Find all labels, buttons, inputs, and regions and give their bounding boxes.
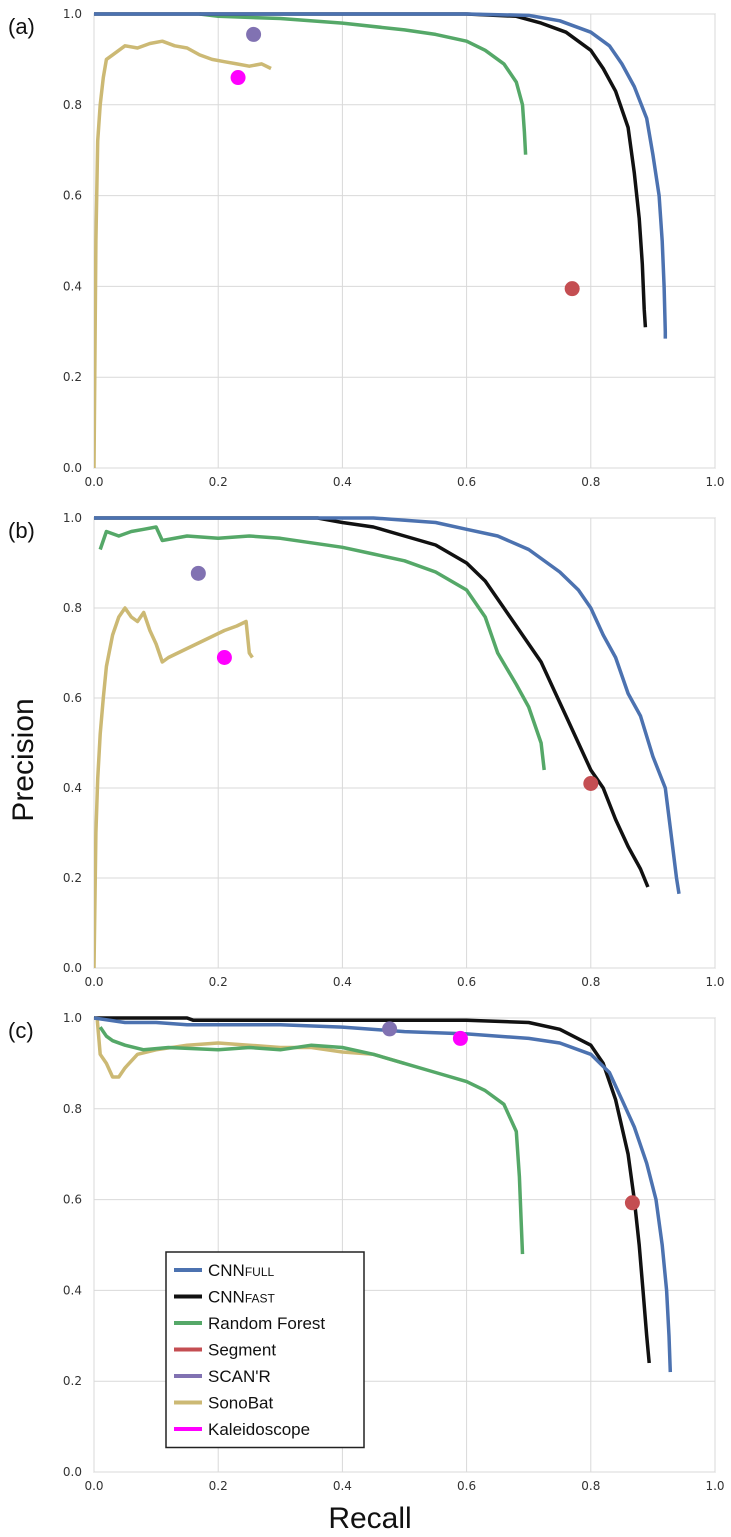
panel-3: 0.0 0.2 0.4 0.6 0.8 1.0 0.0 0.2 0.4 0.6 0.8 1.0 (c) — [8, 1011, 725, 1493]
legend-label: CNNFAST — [208, 1288, 276, 1307]
panel-2-y-tick-label: 1.0 — [63, 511, 82, 525]
panel-2-label: (b) — [8, 518, 35, 543]
panel-3-point-kaleidoscope — [452, 1030, 468, 1046]
panel-1-x-tick-label: 1.0 — [705, 475, 724, 489]
panels: 0.0 0.2 0.4 0.6 0.8 1.00.00.20.40.60.81.0(a)0… — [8, 7, 725, 1493]
panel-2-series-random-forest — [98, 525, 546, 771]
panel-3-x-tick-label: 0.6 — [457, 1479, 476, 1493]
panel-3-series-random-forest — [98, 1026, 525, 1255]
panel-1-x-tick-label: 0.2 — [209, 475, 228, 489]
panel-2-point-kaleidoscope — [216, 650, 232, 665]
panel-1-y-tick-label: 0.4 — [63, 279, 82, 293]
legend-label: SonoBat — [208, 1394, 273, 1413]
legend-label: SCAN'R — [208, 1367, 271, 1386]
legend-label: CNNFULL — [208, 1261, 275, 1280]
panel-3-series-cnnfull — [94, 1016, 673, 1373]
x-axis-title: Recall — [328, 1502, 411, 1535]
panel-1-series-random-forest — [199, 12, 528, 155]
y-axis-title: Precision — [7, 698, 40, 821]
panel-2-series-sonobat — [94, 606, 254, 968]
panel-1-series-cnnfast — [94, 12, 648, 328]
panel-3-y-tick-label: 0.6 — [63, 1193, 82, 1207]
panel-2-point-segment — [583, 776, 599, 791]
panel-2-y-tick-label: 0.6 — [63, 691, 82, 705]
panel-1-y-tick-label: 0.8 — [63, 98, 82, 112]
panel-2-x-tick-label: 0.4 — [333, 975, 352, 989]
panel-3-label: (c) — [8, 1018, 34, 1043]
panel-2-y-tick-label: 0.8 — [63, 601, 82, 615]
legend-label: Segment — [208, 1341, 276, 1360]
panel-2-series-cnnfull — [94, 516, 681, 895]
panel-3-y-tick-label: 0.4 — [63, 1283, 82, 1297]
panel-3-series-cnnfast — [94, 1016, 651, 1364]
legend-label: Kaleidoscope — [208, 1420, 310, 1439]
panel-2-y-tick-label: 0.0 — [63, 961, 82, 975]
panel-3-y-tick-label: 0.2 — [63, 1374, 82, 1388]
panel-2-x-tick-label: 0.2 — [209, 975, 228, 989]
panel-3-y-tick-label: 0.8 — [63, 1102, 82, 1116]
panel-3-x-tick-label: 0.4 — [333, 1479, 352, 1493]
panel-3-point-scan-r — [382, 1021, 398, 1037]
panel-3-x-tick-label: 0.8 — [581, 1479, 600, 1493]
panel-3-x-tick-label: 0.0 — [84, 1479, 103, 1493]
panel-1-x-tick-label: 0.6 — [457, 475, 476, 489]
panel-1-x-tick-label: 0.4 — [333, 475, 352, 489]
panel-3-x-tick-label: 1.0 — [705, 1479, 724, 1493]
panel-3-point-segment — [624, 1195, 640, 1211]
panel-2: 0.0 0.2 0.4 0.6 0.8 1.0 0.0 0.2 0.4 0.6 0.8 1.0 (b) — [8, 511, 725, 989]
panel-1-y-tick-label: 0.0 — [63, 461, 82, 475]
panel-1-point-scan-r — [246, 26, 262, 42]
panel-2-x-tick-label: 1.0 — [705, 975, 724, 989]
panel-3-y-tick-label: 1.0 — [63, 1011, 82, 1025]
panel-1-plot-frame — [93, 13, 716, 469]
panel-3-x-tick-label: 0.2 — [209, 1479, 228, 1493]
panel-2-x-tick-label: 0.8 — [581, 975, 600, 989]
panel-1-series-sonobat — [94, 39, 272, 468]
legend: CNNFULL CNNFAST Random Forest Segment SCAN'R… — [165, 1251, 365, 1449]
panel-1-x-tick-label: 0.0 — [84, 475, 103, 489]
panel-2-y-tick-label: 0.2 — [63, 871, 82, 885]
panel-2-point-scan-r — [190, 565, 206, 581]
panel-1-label: (a) — [8, 14, 35, 39]
panel-2-plot-frame — [93, 517, 716, 969]
panel-1-y-tick-label: 0.6 — [63, 189, 82, 203]
legend-label: Random Forest — [208, 1314, 325, 1333]
panel-1: 0.0 0.2 0.4 0.6 0.8 1.0 0.0 0.2 0.4 0.6 0.8 1.0 (a) — [8, 7, 725, 489]
panel-3-y-tick-label: 0.0 — [63, 1465, 82, 1479]
panel-1-y-tick-label: 0.2 — [63, 370, 82, 384]
panel-2-series-cnnfast — [94, 516, 650, 888]
panel-1-y-tick-label: 1.0 — [63, 7, 82, 21]
panel-2-x-tick-label: 0.6 — [457, 975, 476, 989]
panel-1-series-cnnfull — [94, 12, 668, 339]
panel-1-point-kaleidoscope — [230, 70, 246, 86]
panel-2-x-tick-label: 0.0 — [84, 975, 103, 989]
panel-2-y-tick-label: 0.4 — [63, 781, 82, 795]
panel-1-x-tick-label: 0.8 — [581, 475, 600, 489]
panel-1-point-segment — [564, 281, 580, 297]
